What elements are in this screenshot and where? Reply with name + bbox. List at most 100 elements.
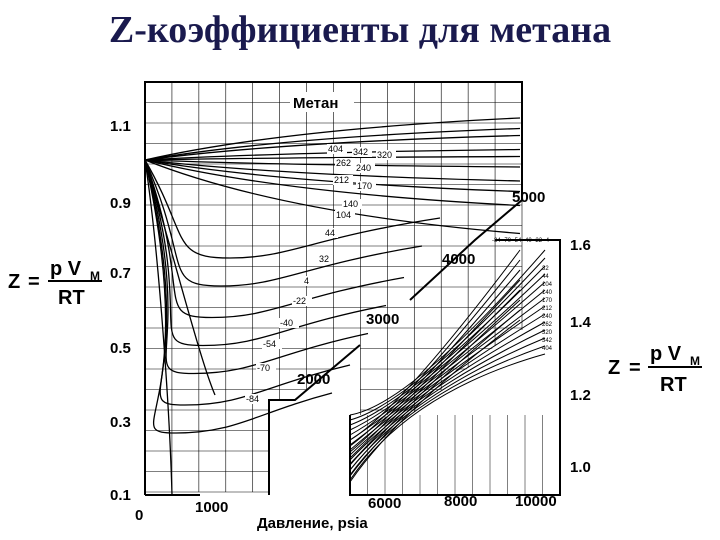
hp-curve [349,281,546,436]
isotherm-line [144,159,441,259]
formula-den: RT [58,287,85,309]
y-tick-label: 0.9 [110,195,131,212]
hp-curve [349,305,546,451]
isotherm-line [144,127,521,161]
hp-frame [349,239,561,496]
hp-top-labels: -84 -70 -54 -40 -22 -4 [492,238,550,244]
y-right-tick-label: 1.0 [570,459,591,476]
hp-side-label: 170 [542,298,553,304]
hp-side-label: 104 [542,282,553,288]
panel-mask [200,495,269,540]
formula-eq: = [629,357,641,379]
isotherm-line [144,159,521,235]
hp-curve [349,249,521,441]
hp-curve [349,265,546,426]
isotherm-label: -84 [246,394,259,404]
isotherm-label: -54 [263,339,276,349]
isotherm-label: -40 [280,318,293,328]
hp-side-label: 140 [542,290,553,296]
isotherm-line [144,159,369,375]
pressure-label: 5000 [512,189,545,206]
isotherm-line [144,117,521,161]
x-tick-label: 8000 [444,493,477,510]
isotherm-label: 404 [328,144,343,154]
isotherm-line [144,159,216,396]
high-pressure-curves [349,249,546,483]
page-title: Z-коэффициенты для метана [108,9,612,51]
isotherm-line [144,148,521,161]
hp-side-label: 32 [542,266,549,272]
y-tick-label: 0.7 [110,265,131,282]
isotherm-line [144,159,521,182]
isotherm-line [144,159,387,347]
hp-curve [349,279,521,459]
isotherm-label: 32 [319,254,329,264]
isotherm-label: 140 [343,199,358,209]
isotherm-label-bg [303,276,311,286]
isotherm-label: -70 [257,363,270,373]
isotherm-line [144,159,521,207]
formula-left: Z = p V M RT [8,258,102,309]
panel-frame [144,81,523,495]
hp-side-label: 342 [542,338,553,344]
hp-side-label: 262 [542,322,553,328]
isotherm-label-bg [318,254,332,264]
formula-den: RT [660,374,687,396]
legend-box [290,92,354,112]
isotherm-label-bg [342,199,362,209]
hp-curve [349,345,546,476]
isotherm-label-bg [333,175,353,185]
isotherm-label-bg [335,210,355,220]
isotherm-label: -22 [293,296,306,306]
isotherm-label: 4 [304,276,309,286]
isotherm-label: 170 [357,181,372,191]
hp-side-label: 212 [542,306,553,312]
hp-curve [349,299,521,471]
isotherm-label-bg [279,318,299,328]
isotherm-label: 342 [353,147,368,157]
legend-title: Метан [293,95,338,112]
isotherm-label-bg [356,181,376,191]
y-tick-label: 0.3 [110,414,131,431]
isotherm-label: 320 [377,150,392,160]
formula-sub: M [690,354,700,368]
pressure-label: 2000 [297,371,330,388]
hp-curve [349,259,521,447]
isotherm-line [144,159,521,168]
isotherm-line [144,155,521,161]
hp-curve [349,321,546,461]
hp-side-label: 240 [542,314,553,320]
isotherm-line [144,159,351,406]
x-tick-label: 6000 [368,495,401,512]
isotherm-label-bg [376,150,396,160]
isotherm-line [144,159,405,319]
hp-curve [349,319,521,483]
isotherm-label: 104 [336,210,351,220]
isotherm-line [144,159,333,434]
formula-num: p V [50,258,82,280]
x-axis-title: Давление, psia [257,515,368,532]
isotherm-label-bg [355,163,375,173]
isotherm-curves [144,117,521,496]
isotherm-label-bg [262,339,282,349]
x-tick-label: 1000 [195,499,228,516]
pressure-label: 4000 [442,251,475,268]
formula-num: p V [650,343,682,365]
formula-z: Z [608,357,620,379]
gridlines [144,81,561,540]
isotherm-label-bg [245,394,265,404]
isotherm-label: 44 [325,228,335,238]
isotherm-line [144,159,423,287]
hp-side-label: 404 [542,346,553,352]
y-tick-label: 1.1 [110,118,131,135]
hp-curve [349,289,521,465]
x-tick-label: 0 [135,507,143,524]
hp-curve [349,269,521,453]
y-right-tick-label: 1.2 [570,387,591,404]
isotherm-label-bg [256,363,276,373]
formula-right: Z = p V M RT [608,343,702,396]
isotherm-label-bg [324,228,338,238]
isotherm-label-bg [335,158,355,168]
